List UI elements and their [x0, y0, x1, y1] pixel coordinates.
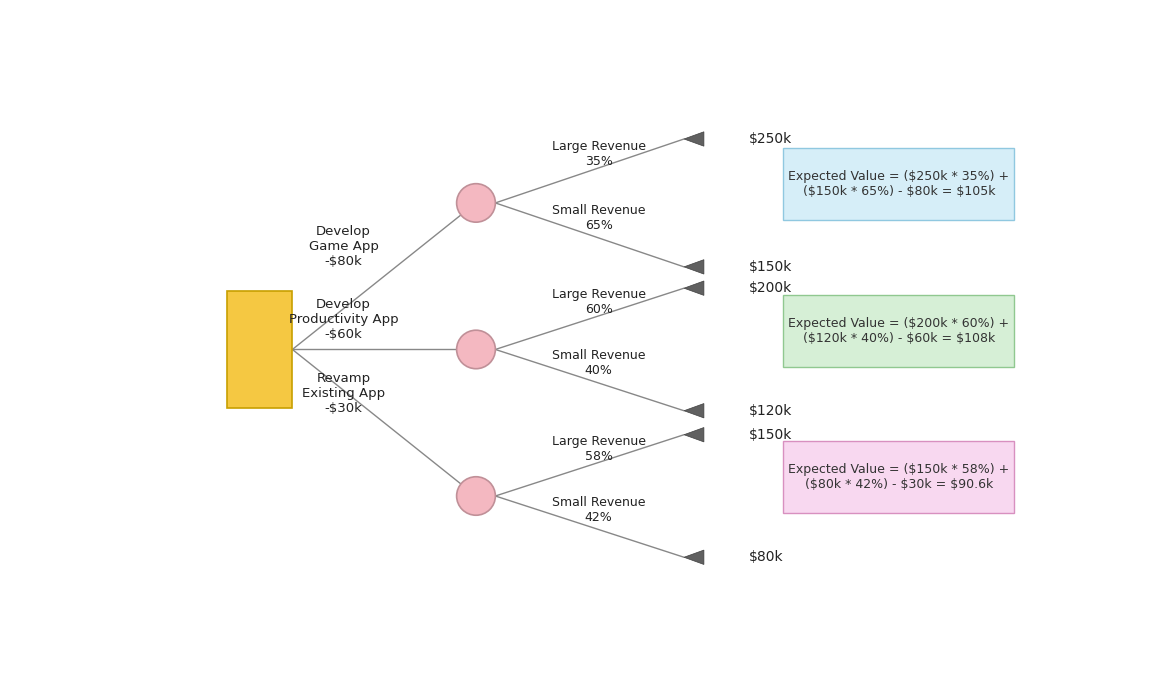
Polygon shape	[684, 131, 704, 146]
Text: Large Revenue
60%: Large Revenue 60%	[552, 288, 645, 316]
FancyBboxPatch shape	[783, 295, 1014, 367]
Text: $120k: $120k	[749, 403, 792, 418]
FancyBboxPatch shape	[783, 148, 1014, 220]
Text: $150k: $150k	[749, 260, 792, 274]
Ellipse shape	[456, 477, 495, 516]
Text: $250k: $250k	[749, 132, 792, 146]
Text: $150k: $150k	[749, 428, 792, 441]
Text: Develop
Productivity App
-$60k: Develop Productivity App -$60k	[288, 298, 398, 341]
Polygon shape	[684, 281, 704, 295]
Text: Expected Value = ($200k * 60%) +
($120k * 40%) - $60k = $108k: Expected Value = ($200k * 60%) + ($120k …	[788, 317, 1009, 345]
FancyBboxPatch shape	[228, 291, 293, 408]
Text: Large Revenue
35%: Large Revenue 35%	[552, 140, 645, 168]
Text: Large Revenue
58%: Large Revenue 58%	[552, 435, 645, 463]
Text: Expected Value = ($250k * 35%) +
($150k * 65%) - $80k = $105k: Expected Value = ($250k * 35%) + ($150k …	[788, 170, 1009, 199]
Text: Expected Value = ($150k * 58%) +
($80k * 42%) - $30k = $90.6k: Expected Value = ($150k * 58%) + ($80k *…	[788, 464, 1009, 491]
Text: Small Revenue
65%: Small Revenue 65%	[552, 204, 645, 233]
Text: Revamp
Existing App
-$30k: Revamp Existing App -$30k	[302, 372, 385, 415]
FancyBboxPatch shape	[783, 441, 1014, 513]
Ellipse shape	[456, 183, 495, 222]
Polygon shape	[684, 403, 704, 418]
Ellipse shape	[456, 330, 495, 369]
Polygon shape	[684, 260, 704, 274]
Text: $200k: $200k	[749, 281, 792, 295]
Polygon shape	[684, 428, 704, 442]
Text: $80k: $80k	[749, 550, 784, 564]
Polygon shape	[684, 550, 704, 565]
Text: Small Revenue
42%: Small Revenue 42%	[552, 496, 645, 524]
Text: Develop
Game App
-$80k: Develop Game App -$80k	[308, 225, 378, 268]
Text: Small Revenue
40%: Small Revenue 40%	[552, 349, 645, 377]
